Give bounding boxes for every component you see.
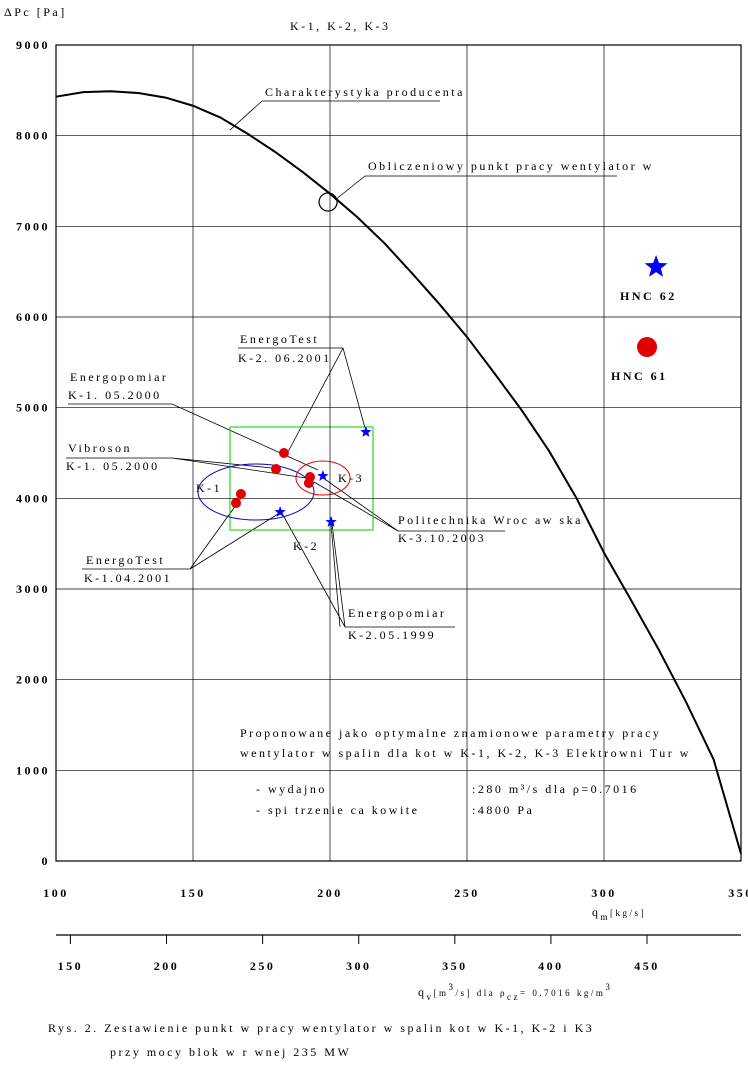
k2-box [229, 426, 374, 531]
star-point [644, 255, 668, 277]
star-point [325, 516, 337, 527]
x-tick-label: 300 [591, 886, 617, 900]
caption: przy mocy blok w r wnej 235 MW [110, 1045, 351, 1059]
x2-tick-label: 200 [154, 959, 180, 973]
y-tick-label: 3000 [16, 582, 50, 596]
k1-ellipse [197, 463, 315, 521]
annotation: Politechnika Wroc aw ska [398, 513, 583, 527]
point-label: HNC 61 [611, 369, 668, 383]
leaders [66, 100, 617, 628]
x2-tick-label: 450 [634, 959, 660, 973]
axis-label: qm[kg/s] [592, 905, 646, 922]
annotation: K-1.04.2001 [84, 571, 172, 585]
label-part: /s] dla ρ [456, 988, 508, 998]
annotation: Energopomiar [70, 370, 168, 384]
y-tick-label: 0 [42, 854, 51, 868]
label-part: q [592, 905, 601, 919]
annotation: Charakterystyka producenta [265, 85, 465, 99]
point-label: HNC 62 [620, 289, 677, 303]
x2-tick-label: 350 [442, 959, 468, 973]
x2-tick-label: 150 [58, 959, 84, 973]
proposal-text: :280 m³/s dla ρ=0.7016 [472, 782, 639, 796]
y-tick-label: 9000 [16, 38, 50, 52]
star-point [317, 470, 329, 481]
label-part: [kg/s] [610, 908, 646, 918]
point [271, 464, 282, 475]
annotation: K-1. 05.2000 [68, 388, 162, 402]
star-point [360, 426, 372, 437]
y-tick-label: 7000 [16, 219, 50, 233]
point [303, 478, 314, 489]
annotation: Vibroson [68, 441, 132, 455]
chart-title: K-1, K-2, K-3 [290, 19, 391, 33]
k3-ellipse [295, 460, 351, 496]
label-part: 3 [449, 982, 456, 992]
label-part: 3 [605, 982, 612, 992]
y-tick-label: 6000 [16, 310, 50, 324]
annotation: K-2.05.1999 [348, 628, 436, 642]
annotation: K-3 [338, 471, 364, 485]
annotation: K-1 [196, 481, 222, 495]
open-point [318, 192, 338, 212]
point [235, 488, 246, 499]
label-part: = 0.7016 kg/m [520, 988, 605, 998]
point [231, 498, 242, 509]
caption: Rys. 2. Zestawienie punkt w pracy wentyl… [48, 1021, 594, 1035]
proposal-text: - wydajno [256, 782, 327, 796]
label-part: cz [507, 992, 520, 1002]
point [637, 337, 658, 358]
annotation: Energopomiar [348, 606, 446, 620]
proposal-text: :4800 Pa [472, 803, 534, 817]
label-part: [m [434, 988, 449, 998]
label-part: m [601, 912, 611, 922]
x2-tick-label: 300 [346, 959, 372, 973]
annotation: EnergoTest [86, 553, 165, 567]
y-axis-label: ΔPc [Pa] [4, 5, 67, 19]
label-part: q [418, 985, 427, 999]
annotation: K-2. 06.2001 [238, 351, 332, 365]
x-tick-label: 100 [43, 886, 69, 900]
curve [55, 90, 742, 855]
x-tick-label: 150 [180, 886, 206, 900]
y-tick-label: 8000 [16, 129, 50, 143]
x-tick-label: 200 [317, 886, 343, 900]
y-tick-label: 2000 [16, 673, 50, 687]
annotation: Obliczeniowy punkt pracy wentylator w [368, 159, 654, 173]
label-part: v [427, 992, 434, 1002]
annotation: EnergoTest [240, 332, 319, 346]
point [278, 448, 289, 458]
y-tick-label: 5000 [16, 401, 50, 415]
proposal-text: - spi trzenie ca kowite [256, 803, 419, 817]
y-tick-label: 4000 [16, 491, 50, 505]
x-tick-label: 350 [728, 886, 748, 900]
x2-tick-label: 250 [250, 959, 276, 973]
annotation: K-2 [293, 539, 319, 553]
y-tick-label: 1000 [16, 763, 50, 777]
proposal-text: wentylator w spalin dla kot w K-1, K-2, … [240, 746, 691, 760]
x2-tick-label: 400 [538, 959, 564, 973]
x-tick-label: 250 [454, 886, 480, 900]
star-point [274, 506, 286, 517]
proposal-text: Proponowane jako optymalne znamionowe pa… [240, 726, 661, 740]
axis-label: qv[m3/s] dla ρcz= 0.7016 kg/m3 [418, 982, 612, 1002]
annotation: K-3.10.2003 [398, 531, 486, 545]
plot-frame [55, 44, 742, 862]
annotation: K-1. 05.2000 [66, 459, 160, 473]
